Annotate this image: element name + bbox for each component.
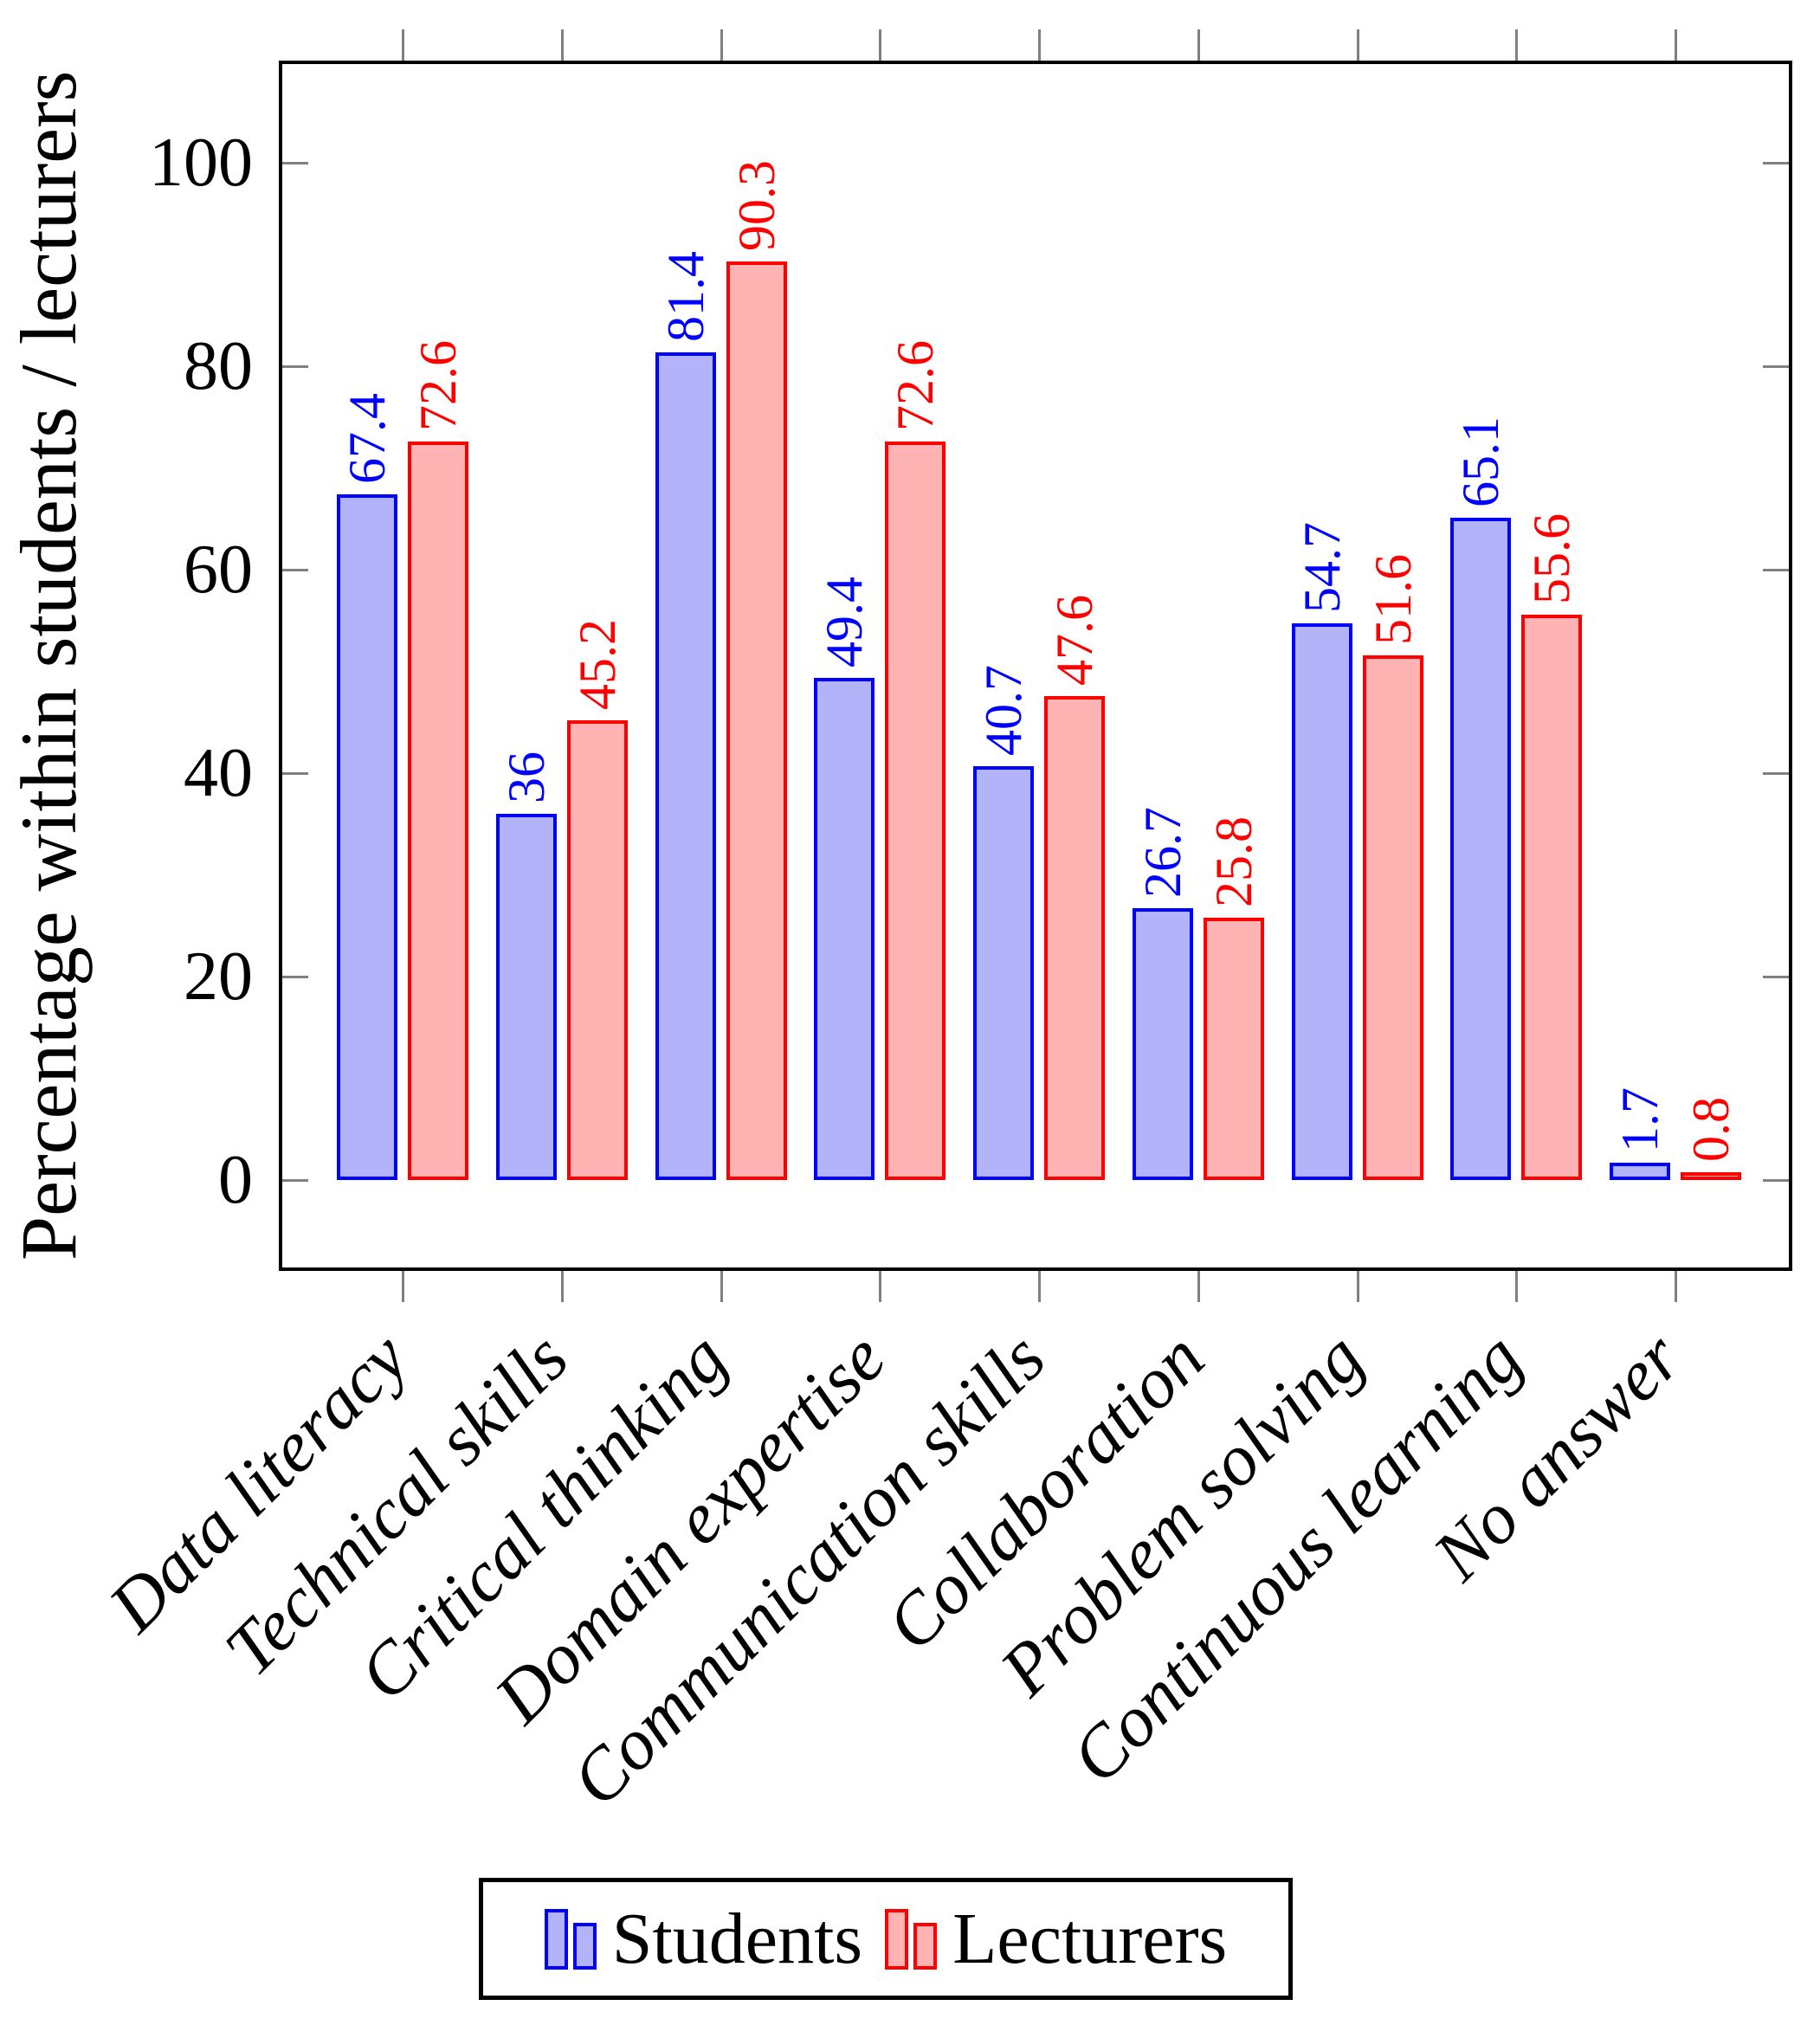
lecturers-swatch-icon xyxy=(885,1908,938,1970)
lecturers-bar xyxy=(1044,696,1105,1180)
y-tick xyxy=(1763,162,1789,164)
x-tick xyxy=(1675,1271,1677,1302)
x-tick xyxy=(720,29,723,61)
lecturers-bar xyxy=(885,442,945,1180)
x-tick xyxy=(879,1271,881,1302)
y-tick xyxy=(1763,976,1789,978)
legend-label: Lecturers xyxy=(952,1898,1228,1979)
y-tick-label: 80 xyxy=(184,328,253,404)
swatch-bar xyxy=(885,1908,909,1970)
y-tick xyxy=(282,162,308,164)
students-swatch-icon xyxy=(544,1908,597,1970)
swatch-bar xyxy=(544,1908,568,1970)
students-bar xyxy=(1610,1163,1670,1180)
lecturers-bar xyxy=(1204,918,1264,1180)
swatch-bar xyxy=(572,1922,597,1970)
x-tick xyxy=(402,1271,404,1302)
y-tick xyxy=(282,569,308,571)
lecturers-value-label: 47.6 xyxy=(1046,595,1103,686)
students-bar xyxy=(337,494,397,1180)
y-tick xyxy=(282,1179,308,1182)
y-tick xyxy=(282,772,308,775)
x-tick xyxy=(402,29,404,61)
legend: Students Lecturers xyxy=(479,1878,1293,2000)
swatch-bar xyxy=(913,1922,938,1970)
students-value-label: 26.7 xyxy=(1134,807,1191,898)
y-tick xyxy=(1763,365,1789,368)
lecturers-value-label: 51.6 xyxy=(1365,554,1422,645)
y-axis-label: Percentage within students / lecturers xyxy=(4,70,93,1261)
students-value-label: 81.4 xyxy=(657,251,714,342)
x-tick xyxy=(720,1271,723,1302)
students-bar xyxy=(655,352,716,1180)
students-bar xyxy=(973,766,1034,1180)
y-tick xyxy=(1763,569,1789,571)
students-value-label: 65.1 xyxy=(1452,416,1509,507)
lecturers-value-label: 0.8 xyxy=(1682,1097,1739,1162)
students-bar xyxy=(1292,623,1352,1180)
students-value-label: 49.4 xyxy=(816,577,873,667)
x-tick xyxy=(561,1271,564,1302)
students-bar xyxy=(814,678,875,1180)
legend-label: Students xyxy=(611,1898,863,1979)
legend-entry-lecturers: Lecturers xyxy=(885,1898,1228,1979)
students-value-label: 1.7 xyxy=(1611,1087,1668,1152)
y-tick xyxy=(1763,772,1789,775)
x-tick xyxy=(879,29,881,61)
y-tick-label: 60 xyxy=(184,532,253,608)
students-bar xyxy=(1133,908,1193,1180)
x-tick xyxy=(1515,1271,1518,1302)
lecturers-bar xyxy=(1363,655,1423,1180)
students-value-label: 36 xyxy=(498,751,555,803)
y-tick-label: 0 xyxy=(218,1142,253,1218)
y-tick-label: 20 xyxy=(184,938,253,1015)
x-tick xyxy=(561,29,564,61)
y-tick-label: 40 xyxy=(184,735,253,811)
students-bar xyxy=(1450,518,1511,1180)
x-tick xyxy=(1197,1271,1200,1302)
lecturers-value-label: 45.2 xyxy=(569,619,626,710)
lecturers-bar xyxy=(567,720,628,1180)
students-value-label: 67.4 xyxy=(339,393,396,484)
x-tick xyxy=(1197,29,1200,61)
x-tick xyxy=(1357,1271,1359,1302)
lecturers-bar xyxy=(1521,615,1582,1180)
lecturers-value-label: 72.6 xyxy=(887,340,944,431)
y-tick-label: 100 xyxy=(149,125,253,201)
y-tick xyxy=(282,365,308,368)
lecturers-value-label: 55.6 xyxy=(1523,513,1580,604)
x-tick xyxy=(1515,29,1518,61)
legend-entry-students: Students xyxy=(544,1898,863,1979)
lecturers-value-label: 72.6 xyxy=(410,340,467,431)
lecturers-bar xyxy=(726,261,787,1180)
y-tick xyxy=(1763,1179,1789,1182)
lecturers-bar xyxy=(408,442,468,1180)
lecturers-bar xyxy=(1681,1172,1741,1180)
y-tick xyxy=(282,976,308,978)
x-tick xyxy=(1038,29,1041,61)
students-bar xyxy=(496,814,557,1180)
students-value-label: 54.7 xyxy=(1294,522,1351,613)
x-tick xyxy=(1675,29,1677,61)
x-tick xyxy=(1038,1271,1041,1302)
lecturers-value-label: 90.3 xyxy=(728,160,785,251)
x-tick xyxy=(1357,29,1359,61)
lecturers-value-label: 25.8 xyxy=(1205,816,1262,907)
students-value-label: 40.7 xyxy=(975,665,1032,756)
